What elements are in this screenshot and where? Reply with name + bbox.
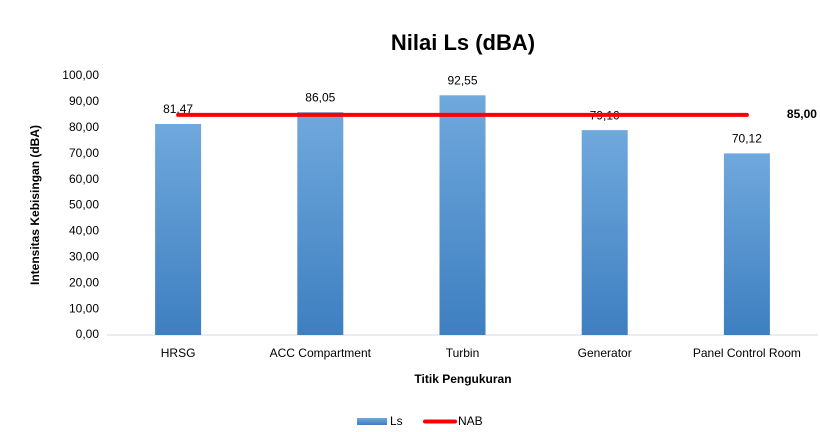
y-tick-label: 0,00 xyxy=(76,327,100,341)
x-tick-label: Panel Control Room xyxy=(693,346,801,360)
y-tick-label: 90,00 xyxy=(69,94,99,108)
x-tick-label: HRSG xyxy=(161,346,196,360)
legend-swatch xyxy=(357,418,387,425)
x-tick-label: Turbin xyxy=(446,346,480,360)
x-tick-label: ACC Compartment xyxy=(270,346,372,360)
x-axis-title: Titik Pengukuran xyxy=(414,372,511,386)
bar xyxy=(723,153,770,335)
data-label: 70,12 xyxy=(732,132,762,146)
legend-label: NAB xyxy=(458,414,483,428)
y-tick-label: 80,00 xyxy=(69,120,99,134)
legend-label: Ls xyxy=(390,414,403,428)
data-label: 86,05 xyxy=(305,90,335,104)
data-label: 85,00 xyxy=(787,107,817,121)
y-tick-label: 100,00 xyxy=(62,68,99,82)
y-tick-label: 70,00 xyxy=(69,146,99,160)
y-tick-label: 40,00 xyxy=(69,224,99,238)
y-axis-title: Intensitas Kebisingan (dBA) xyxy=(28,125,42,285)
y-tick-label: 50,00 xyxy=(69,198,99,212)
bar xyxy=(297,112,344,336)
y-tick-label: 10,00 xyxy=(69,301,99,315)
bar xyxy=(155,123,202,335)
bar xyxy=(581,130,628,335)
x-tick-label: Generator xyxy=(578,346,632,360)
bar xyxy=(439,95,486,335)
data-label: 92,55 xyxy=(447,73,477,87)
data-label: 81,47 xyxy=(163,102,193,116)
chart-title: Nilai Ls (dBA) xyxy=(391,30,535,55)
y-tick-label: 60,00 xyxy=(69,172,99,186)
y-tick-label: 30,00 xyxy=(69,249,99,263)
y-tick-label: 20,00 xyxy=(69,275,99,289)
